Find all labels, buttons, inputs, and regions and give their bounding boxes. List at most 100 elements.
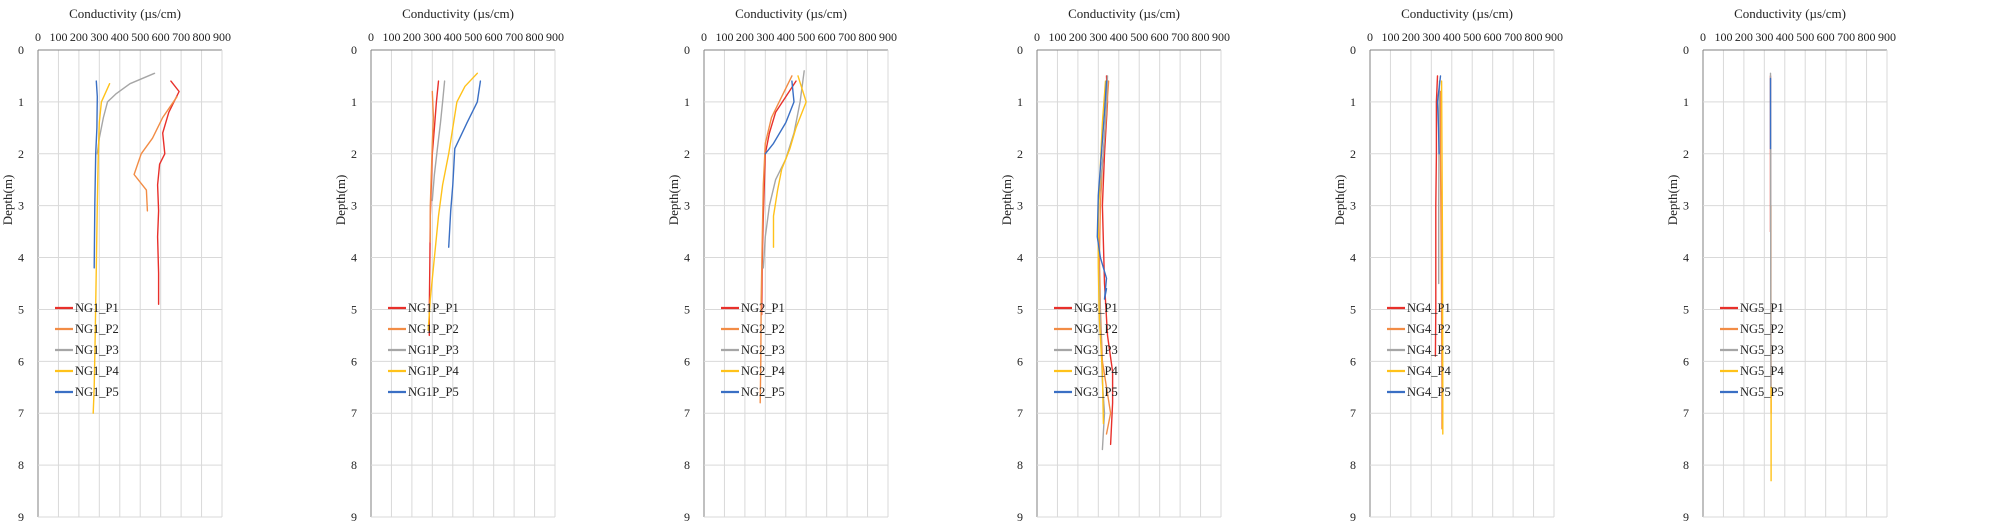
y-tick-label: 0 (18, 43, 24, 57)
y-tick-label: 4 (1350, 251, 1356, 265)
chart-svg: 0 100 200 300 400 500 600 700 800 900 0 1 2 3 4 5 6 7 8 9 Co… (1665, 6, 1896, 524)
x-tick-label: 300 (1089, 30, 1107, 44)
y-tick-label: 7 (1683, 406, 1689, 420)
y-tick-label: 3 (1350, 199, 1356, 213)
x-tick-label: 300 (423, 30, 441, 44)
x-tick-label: 900 (1878, 30, 1896, 44)
y-tick-label: 2 (18, 147, 24, 161)
y-tick-label: 9 (351, 510, 357, 524)
chart-panel-ng5: 0 100 200 300 400 500 600 700 800 900 0 1 2 3 4 5 6 7 8 9 Co… (1665, 0, 1998, 529)
x-tick-label: 600 (485, 30, 503, 44)
y-tick-label: 3 (1683, 199, 1689, 213)
legend-label: NG1_P3 (75, 343, 119, 357)
legend-label: NG2_P1 (741, 301, 785, 315)
y-tick-label: 9 (1350, 510, 1356, 524)
legend-label: NG2_P2 (741, 322, 785, 336)
x-tick-label: 600 (152, 30, 170, 44)
x-axis-label: Conductivity (µs/cm) (735, 6, 847, 21)
x-tick-label: 500 (131, 30, 149, 44)
legend-label: NG3_P1 (1074, 301, 1118, 315)
y-tick-label: 1 (1683, 95, 1689, 109)
x-tick-label: 0 (701, 30, 707, 44)
legend-label: NG1P_P5 (408, 385, 459, 399)
series-line-ng4-p4 (1440, 80, 1444, 435)
legend-label: NG3_P3 (1074, 343, 1118, 357)
legend-label: NG5_P3 (1740, 343, 1784, 357)
legend-label: NG1P_P4 (408, 364, 459, 378)
series-line-ng1p-p2 (429, 90, 435, 243)
x-tick-label: 300 (1422, 30, 1440, 44)
x-tick-label: 900 (879, 30, 897, 44)
y-tick-label: 3 (351, 199, 357, 213)
legend-label: NG3_P5 (1074, 385, 1118, 399)
legend-label: NG3_P4 (1074, 364, 1119, 378)
y-tick-label: 6 (1683, 354, 1689, 368)
legend-label: NG4_P2 (1407, 322, 1451, 336)
series-line-ng4-p2 (1439, 90, 1443, 430)
legend-label: NG5_P2 (1740, 322, 1784, 336)
y-tick-label: 2 (1683, 147, 1689, 161)
x-tick-label: 100 (49, 30, 67, 44)
series-line-ng4-p5 (1436, 75, 1442, 155)
x-tick-label: 200 (1069, 30, 1087, 44)
x-tick-label: 400 (777, 30, 795, 44)
x-axis-label: Conductivity (µs/cm) (1734, 6, 1846, 21)
legend-label: NG4_P1 (1407, 301, 1451, 315)
y-tick-label: 9 (1017, 510, 1023, 524)
y-axis-label: Depth(m) (666, 175, 681, 226)
x-tick-label: 200 (1735, 30, 1753, 44)
legend-label: NG3_P2 (1074, 322, 1118, 336)
y-tick-label: 0 (684, 43, 690, 57)
x-tick-label: 700 (1837, 30, 1855, 44)
series-line-ng2-p2 (759, 75, 793, 404)
chart-panel-ng1: 0 100 200 300 400 500 600 700 800 900 0 1 2 3 4 5 6 7 8 9 Co… (0, 0, 333, 529)
x-tick-label: 600 (818, 30, 836, 44)
x-tick-label: 100 (1714, 30, 1732, 44)
x-tick-label: 500 (1463, 30, 1481, 44)
legend-label: NG2_P4 (741, 364, 786, 378)
chart-svg: 0 100 200 300 400 500 600 700 800 900 0 1 2 3 4 5 6 7 8 9 Co… (0, 6, 231, 524)
y-tick-label: 1 (1350, 95, 1356, 109)
chart-panel-ng1p: 0 100 200 300 400 500 600 700 800 900 0 1 2 3 4 5 6 7 8 9 Co… (333, 0, 666, 529)
y-tick-label: 3 (18, 199, 24, 213)
series-line-ng1-p1 (156, 80, 180, 305)
y-tick-label: 4 (351, 251, 357, 265)
x-tick-label: 900 (1212, 30, 1230, 44)
x-tick-label: 900 (213, 30, 231, 44)
legend-label: NG4_P5 (1407, 385, 1451, 399)
x-tick-label: 800 (1192, 30, 1210, 44)
x-tick-label: 900 (1545, 30, 1563, 44)
y-tick-label: 1 (351, 95, 357, 109)
y-tick-label: 6 (1350, 354, 1356, 368)
x-tick-label: 800 (193, 30, 211, 44)
x-tick-label: 400 (111, 30, 129, 44)
chart-panel-ng3: 0 100 200 300 400 500 600 700 800 900 0 1 2 3 4 5 6 7 8 9 Co… (999, 0, 1332, 529)
y-tick-label: 2 (351, 147, 357, 161)
y-tick-label: 8 (18, 458, 24, 472)
y-tick-label: 7 (18, 406, 24, 420)
legend-label: NG5_P5 (1740, 385, 1784, 399)
x-tick-label: 100 (1048, 30, 1066, 44)
x-tick-label: 700 (1504, 30, 1522, 44)
legend-label: NG5_P1 (1740, 301, 1784, 315)
y-axis-label: Depth(m) (333, 175, 348, 226)
legend-label: NG4_P4 (1407, 364, 1452, 378)
x-axis-label: Conductivity (µs/cm) (1068, 6, 1180, 21)
x-tick-label: 400 (1110, 30, 1128, 44)
y-tick-label: 8 (1683, 458, 1689, 472)
y-tick-label: 4 (1017, 251, 1023, 265)
x-tick-label: 700 (1171, 30, 1189, 44)
y-tick-label: 6 (351, 354, 357, 368)
series-line-ng4-p1 (1434, 75, 1439, 357)
x-tick-label: 500 (1130, 30, 1148, 44)
y-tick-label: 9 (18, 510, 24, 524)
y-tick-label: 8 (351, 458, 357, 472)
legend-label: NG2_P3 (741, 343, 785, 357)
series-line-ng1p-p3 (431, 80, 446, 202)
y-axis-label: Depth(m) (1332, 175, 1347, 226)
x-tick-label: 500 (1796, 30, 1814, 44)
y-tick-label: 3 (1017, 199, 1023, 213)
series-line-ng4-p3 (1438, 80, 1441, 285)
y-tick-label: 5 (18, 302, 24, 316)
